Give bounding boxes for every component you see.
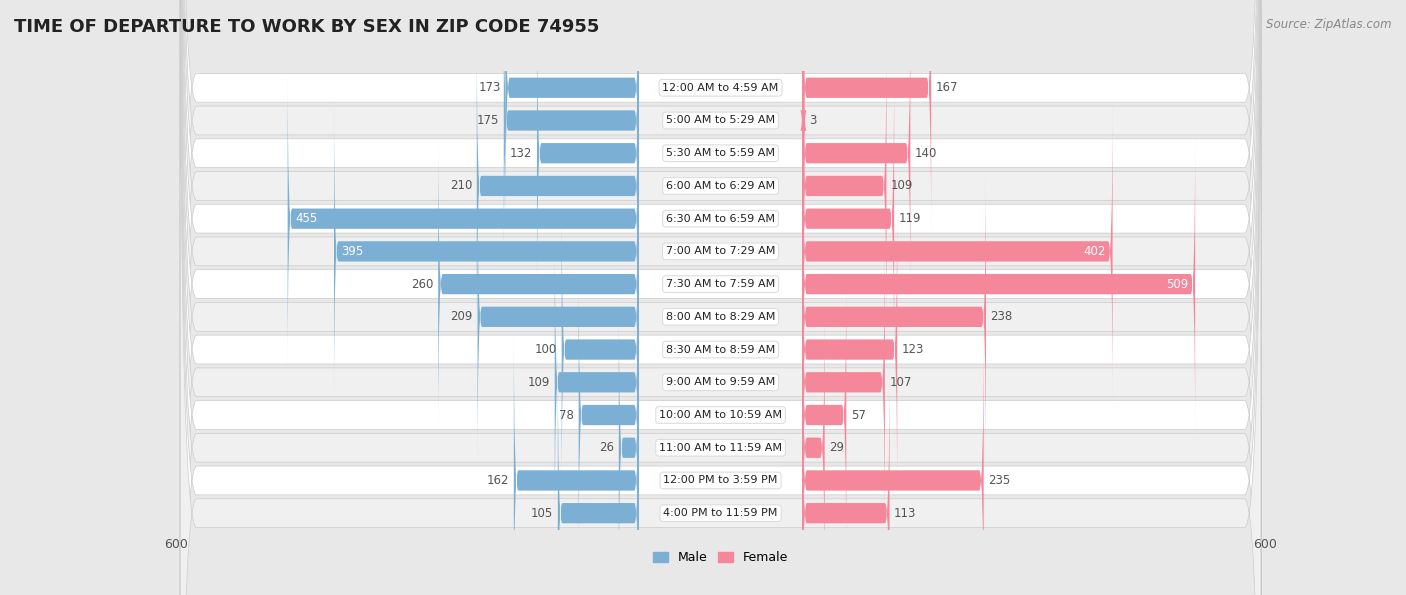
Text: 9:00 AM to 9:59 AM: 9:00 AM to 9:59 AM — [666, 377, 775, 387]
FancyBboxPatch shape — [180, 0, 1261, 595]
FancyBboxPatch shape — [477, 33, 638, 339]
FancyBboxPatch shape — [803, 327, 984, 595]
FancyBboxPatch shape — [803, 131, 1195, 437]
Text: 162: 162 — [486, 474, 509, 487]
Text: 78: 78 — [560, 409, 574, 421]
FancyBboxPatch shape — [513, 327, 638, 595]
FancyBboxPatch shape — [478, 164, 638, 470]
FancyBboxPatch shape — [803, 229, 884, 536]
FancyBboxPatch shape — [180, 0, 1261, 595]
Text: 100: 100 — [534, 343, 557, 356]
FancyBboxPatch shape — [180, 0, 1261, 595]
FancyBboxPatch shape — [803, 196, 897, 503]
FancyBboxPatch shape — [561, 196, 638, 503]
FancyBboxPatch shape — [180, 0, 1261, 595]
Text: 119: 119 — [898, 212, 921, 225]
Text: 7:00 AM to 7:29 AM: 7:00 AM to 7:29 AM — [666, 246, 775, 256]
Text: 10:00 AM to 10:59 AM: 10:00 AM to 10:59 AM — [659, 410, 782, 420]
Text: 5:00 AM to 5:29 AM: 5:00 AM to 5:29 AM — [666, 115, 775, 126]
FancyBboxPatch shape — [180, 0, 1261, 595]
FancyBboxPatch shape — [180, 0, 1261, 595]
Text: 5:30 AM to 5:59 AM: 5:30 AM to 5:59 AM — [666, 148, 775, 158]
Text: 509: 509 — [1166, 278, 1188, 290]
FancyBboxPatch shape — [503, 0, 638, 274]
FancyBboxPatch shape — [335, 98, 638, 405]
Text: 11:00 AM to 11:59 AM: 11:00 AM to 11:59 AM — [659, 443, 782, 453]
Text: 3: 3 — [810, 114, 817, 127]
FancyBboxPatch shape — [180, 0, 1261, 595]
FancyBboxPatch shape — [619, 295, 638, 595]
FancyBboxPatch shape — [439, 131, 638, 437]
FancyBboxPatch shape — [803, 98, 1112, 405]
FancyBboxPatch shape — [579, 262, 638, 568]
Text: 4:00 PM to 11:59 PM: 4:00 PM to 11:59 PM — [664, 508, 778, 518]
FancyBboxPatch shape — [537, 0, 638, 306]
Text: TIME OF DEPARTURE TO WORK BY SEX IN ZIP CODE 74955: TIME OF DEPARTURE TO WORK BY SEX IN ZIP … — [14, 18, 599, 36]
FancyBboxPatch shape — [180, 0, 1261, 595]
Text: 6:00 AM to 6:29 AM: 6:00 AM to 6:29 AM — [666, 181, 775, 191]
Text: 235: 235 — [988, 474, 1011, 487]
FancyBboxPatch shape — [803, 360, 890, 595]
FancyBboxPatch shape — [558, 360, 638, 595]
Text: 7:30 AM to 7:59 AM: 7:30 AM to 7:59 AM — [666, 279, 775, 289]
FancyBboxPatch shape — [180, 0, 1261, 595]
FancyBboxPatch shape — [555, 229, 638, 536]
Text: Source: ZipAtlas.com: Source: ZipAtlas.com — [1267, 18, 1392, 31]
Text: 238: 238 — [991, 311, 1012, 323]
FancyBboxPatch shape — [800, 0, 807, 274]
Text: 12:00 PM to 3:59 PM: 12:00 PM to 3:59 PM — [664, 475, 778, 486]
Text: 167: 167 — [936, 82, 959, 94]
FancyBboxPatch shape — [803, 295, 825, 595]
Text: 402: 402 — [1083, 245, 1105, 258]
Text: 260: 260 — [412, 278, 433, 290]
FancyBboxPatch shape — [803, 0, 910, 306]
FancyBboxPatch shape — [803, 33, 886, 339]
Text: 395: 395 — [342, 245, 364, 258]
FancyBboxPatch shape — [803, 65, 894, 372]
FancyBboxPatch shape — [180, 0, 1261, 595]
Text: 123: 123 — [901, 343, 924, 356]
Text: 175: 175 — [477, 114, 499, 127]
Text: 209: 209 — [450, 311, 472, 323]
Text: 29: 29 — [830, 441, 844, 454]
Text: 132: 132 — [510, 147, 533, 159]
Text: 109: 109 — [527, 376, 550, 389]
Text: 8:30 AM to 8:59 AM: 8:30 AM to 8:59 AM — [666, 345, 775, 355]
FancyBboxPatch shape — [180, 0, 1261, 595]
FancyBboxPatch shape — [288, 65, 638, 372]
Text: 6:30 AM to 6:59 AM: 6:30 AM to 6:59 AM — [666, 214, 775, 224]
Text: 113: 113 — [894, 507, 917, 519]
Text: 8:00 AM to 8:29 AM: 8:00 AM to 8:29 AM — [666, 312, 775, 322]
FancyBboxPatch shape — [803, 164, 986, 470]
Text: 57: 57 — [851, 409, 866, 421]
FancyBboxPatch shape — [180, 0, 1261, 595]
Text: 455: 455 — [295, 212, 318, 225]
Text: 210: 210 — [450, 180, 472, 192]
Text: 107: 107 — [890, 376, 912, 389]
Text: 140: 140 — [915, 147, 938, 159]
Text: 105: 105 — [531, 507, 554, 519]
Legend: Male, Female: Male, Female — [648, 546, 793, 569]
FancyBboxPatch shape — [803, 262, 846, 568]
Text: 109: 109 — [891, 180, 914, 192]
FancyBboxPatch shape — [180, 0, 1261, 595]
Text: 26: 26 — [599, 441, 614, 454]
Text: 12:00 AM to 4:59 AM: 12:00 AM to 4:59 AM — [662, 83, 779, 93]
FancyBboxPatch shape — [180, 0, 1261, 595]
FancyBboxPatch shape — [803, 0, 931, 241]
Text: 173: 173 — [478, 82, 501, 94]
FancyBboxPatch shape — [505, 0, 638, 241]
